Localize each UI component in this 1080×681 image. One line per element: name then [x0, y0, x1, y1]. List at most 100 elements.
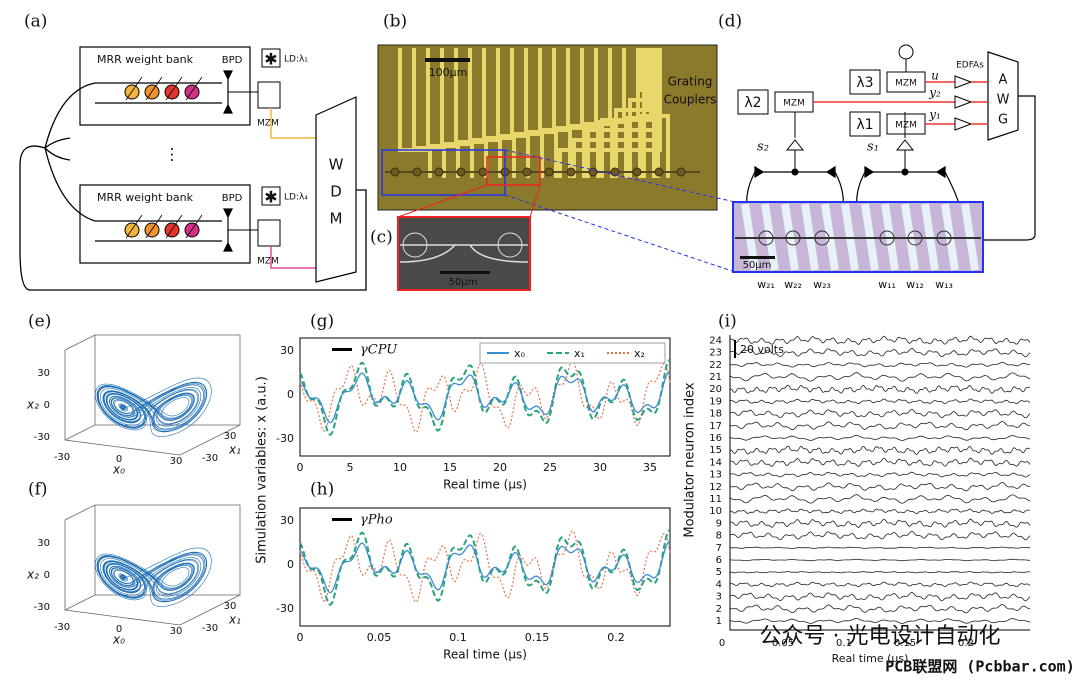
x-axis-label: Real time (μs) [832, 652, 909, 665]
trace-x1 [299, 359, 671, 436]
sem-image [397, 216, 531, 291]
z-tick-label: 30 [37, 368, 50, 379]
y-tick-label: -30 [276, 432, 294, 445]
x-tick-label: 0.05 [772, 638, 794, 649]
weight-label: w₁₁ [878, 278, 896, 291]
y-tick-label: 16 [709, 433, 722, 444]
weight-label: w₁₂ [906, 278, 924, 291]
laser-label: LD:λ₄ [284, 193, 308, 203]
x-axis-label: x₀ [112, 633, 125, 647]
neuron-trace [730, 508, 1031, 515]
laser-line [813, 81, 955, 125]
y-tick-label: 13 [709, 470, 722, 481]
tuning-arrow [185, 76, 203, 101]
micro-ring [936, 230, 952, 246]
neuron-trace [730, 518, 1031, 528]
scale-label: 50μm [449, 277, 478, 288]
laser-star: ✱ [264, 50, 277, 69]
sem-waveguide [399, 244, 529, 263]
y-tick-label: 20 [709, 384, 722, 395]
z-tick-label: 0 [44, 400, 50, 411]
x-tick-label: 0.2 [958, 638, 974, 649]
scale-bar [425, 58, 470, 62]
mzm-box [257, 219, 281, 247]
x-tick-label: 10 [393, 461, 407, 474]
axis-box [64, 504, 241, 626]
x-axis-label: Real time (μs) [443, 478, 527, 492]
z-axis-label: x₂ [26, 568, 39, 582]
x-axis-label: x₀ [112, 463, 125, 477]
fiber-top [270, 108, 316, 139]
y-tick-label: 12 [709, 482, 722, 493]
y-tick-label: 5 [716, 567, 722, 578]
signal-label: y₂ [928, 86, 941, 100]
zoom-line [504, 149, 736, 273]
signal-source [898, 44, 914, 60]
y-tick-label: 11 [709, 494, 722, 505]
z-tick-label: -30 [34, 602, 50, 613]
mzm-label: MZM [895, 79, 917, 89]
y-tick-label: 22 [709, 360, 722, 371]
micro-ring [907, 230, 923, 246]
laser-label: LD:λ₁ [284, 55, 308, 65]
tuning-arrow [125, 76, 143, 101]
x-tick-label: 15 [443, 461, 457, 474]
edfa [954, 75, 973, 89]
y-tick-label: 30 [224, 601, 237, 612]
node [791, 168, 799, 176]
y-tick-label: 10 [709, 506, 722, 517]
neuron-trace [729, 591, 1031, 602]
awg-letter: W [997, 93, 1010, 108]
z-tick-label: 0 [44, 570, 50, 581]
laser-box [849, 69, 881, 95]
legend-label: x₂ [634, 347, 645, 360]
wdm-letter: W [329, 156, 344, 174]
x-tick-label: 0.15 [525, 631, 550, 644]
wdm-block [315, 96, 357, 283]
tuning-arrow [165, 76, 183, 101]
z-tick-label: 30 [37, 538, 50, 549]
fiber-bottom [270, 246, 316, 269]
watermark: 公众号 · 光电设计自动化 [760, 624, 1001, 649]
z-axis-label: x₂ [26, 398, 39, 412]
neuron-trace [729, 546, 1030, 549]
awg-block [987, 51, 1019, 141]
y-tick-label: 15 [709, 445, 722, 456]
y-tick-label: 24 [709, 335, 722, 346]
x-tick-label: -30 [54, 452, 70, 463]
scale-bar [740, 256, 775, 259]
marker-label: γCPU [360, 343, 398, 358]
trace-x0 [299, 540, 671, 594]
neuron-trace [729, 361, 1030, 368]
laser-label: λ1 [856, 117, 873, 133]
weight-label: w₂₃ [813, 278, 831, 291]
axis-box [64, 334, 241, 456]
legend-box [479, 342, 666, 364]
neuron-trace [729, 581, 1031, 588]
y-tick-label: -30 [202, 453, 218, 464]
drop-lines [746, 171, 966, 226]
x-tick-label: 0.1 [836, 638, 852, 649]
tuning-arrow [145, 76, 163, 101]
y-axis-label: Simulation variables: x (a.u.) [255, 376, 270, 564]
bias-label: s₂ [757, 140, 769, 155]
y-tick-label: 6 [716, 555, 722, 566]
neuron-trace [729, 384, 1031, 394]
panel-label: (e) [28, 312, 51, 332]
scale-bar [440, 271, 490, 274]
ring [412, 167, 422, 177]
y-tick-label: 4 [716, 579, 722, 590]
trace-x1 [299, 529, 671, 606]
ring [478, 167, 488, 177]
neuron-trace [730, 457, 1031, 467]
bank-title: MRR weight bank [97, 53, 194, 66]
panel-label: (d) [718, 12, 742, 32]
tuning-arrow [125, 214, 143, 239]
marker-bar [332, 518, 352, 521]
x-tick-label: 35 [643, 461, 657, 474]
bus-waveguide [95, 82, 222, 104]
feedback-loop [19, 82, 367, 291]
neuron-trace [730, 335, 1031, 345]
z-tick-label: -30 [34, 432, 50, 443]
ring [632, 167, 642, 177]
